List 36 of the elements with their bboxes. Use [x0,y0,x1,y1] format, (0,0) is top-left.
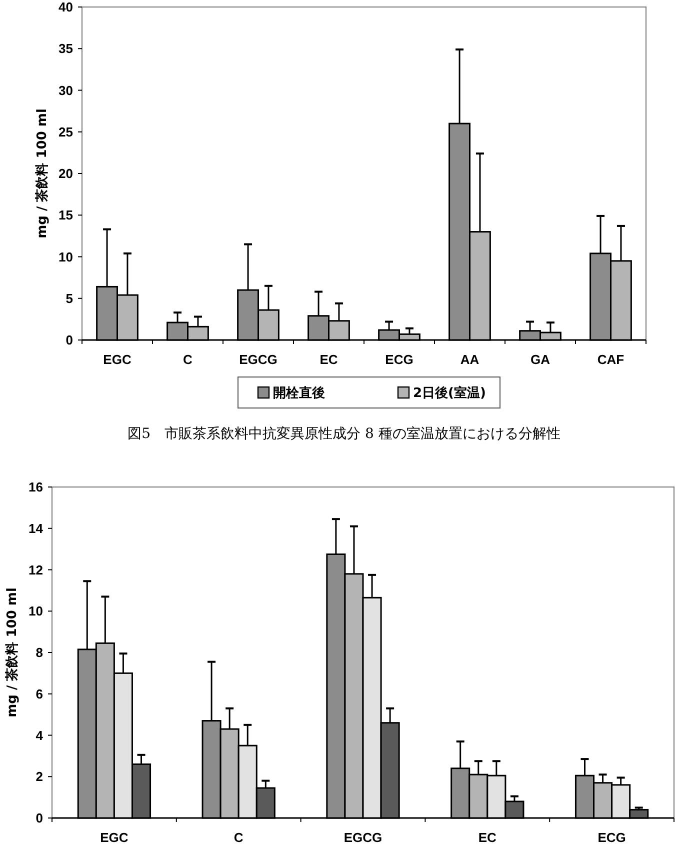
y-tick-label: 10 [28,604,43,619]
x-tick-label: EGC [103,352,132,367]
text: 図5 市販茶系飲料中抗変異原性成分 8 種の室温放置における分解性 [128,426,560,442]
y-tick-label: 6 [36,686,43,702]
y-tick-label: 2 [36,769,43,784]
y-tick-label: 8 [36,645,43,660]
y-axis-title: mg / 茶飲料 100 ml [34,108,50,238]
x-tick-label: EGCG [239,352,278,367]
y-tick-label: 4 [36,728,44,743]
x-tick-label: GA [530,352,551,367]
y-tick-label: 10 [58,249,73,264]
x-tick-label: CAF [597,352,624,367]
legend-label: 開栓直後 [273,385,325,401]
x-tick-label: C [183,352,194,367]
y-tick-label: 35 [58,41,73,56]
x-tick-label: EC [478,830,498,845]
y-tick-label: 14 [28,520,44,536]
x-tick-label: EGC [100,830,129,845]
y-tick-label: 0 [36,810,43,826]
x-tick-label: C [234,830,244,845]
x-tick-label: ECG [598,830,626,845]
y-tick-label: 0 [66,332,73,348]
x-tick-label: EC [320,352,338,367]
legend-label: 2日後(室温) [413,385,486,401]
y-axis-title: mg / 茶飲料 100 ml [4,588,20,718]
y-tick-label: 40 [58,0,73,15]
x-tick-label: ECG [385,352,414,367]
y-tick-label: 25 [58,124,73,140]
y-tick-label: 20 [58,166,73,182]
y-tick-label: 15 [58,208,73,223]
y-tick-label: 5 [66,290,73,306]
y-tick-label: 12 [28,562,43,578]
y-tick-label: 30 [58,82,73,98]
y-tick-label: 16 [28,480,43,495]
x-tick-label: EGCG [344,830,382,845]
x-tick-label: AA [460,352,480,367]
